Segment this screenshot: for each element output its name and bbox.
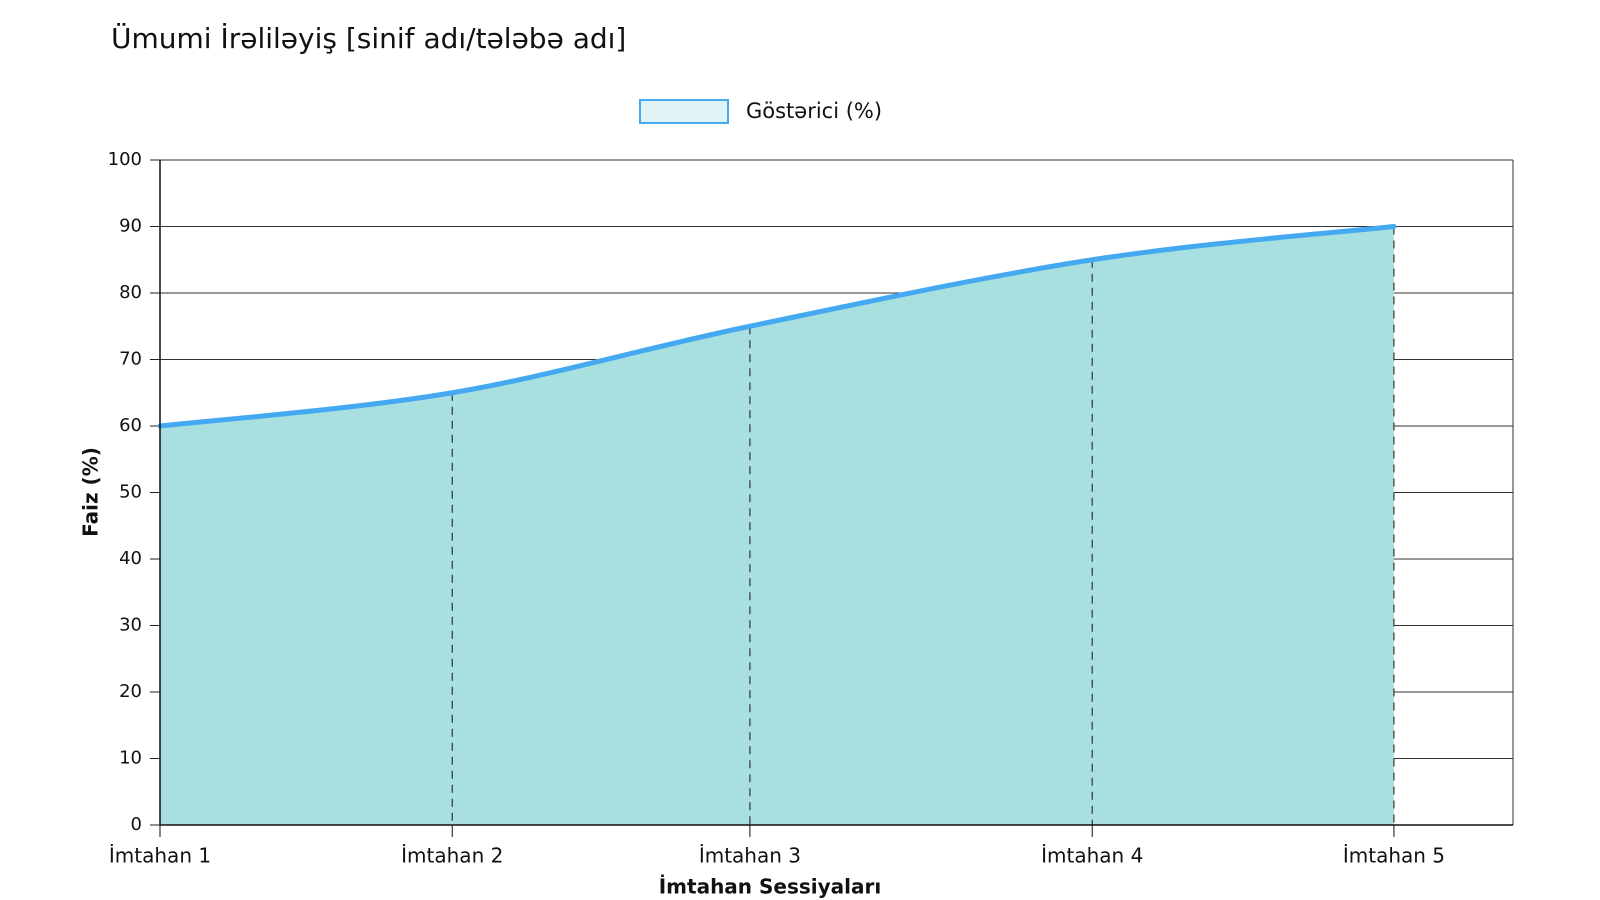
chart-title: Ümumi İrəliləyiş [sinif adı/tələbə adı] bbox=[111, 21, 626, 55]
x-tick-label: İmtahan 1 bbox=[109, 844, 211, 868]
y-tick-label: 50 bbox=[119, 482, 142, 503]
y-axis-title: Faiz (%) bbox=[79, 447, 103, 537]
x-tick-label: İmtahan 5 bbox=[1343, 844, 1445, 868]
x-tick-label: İmtahan 4 bbox=[1041, 844, 1143, 868]
y-tick-label: 0 bbox=[131, 814, 142, 835]
legend-label: Göstərici (%) bbox=[746, 99, 882, 123]
y-tick-label: 70 bbox=[119, 349, 142, 370]
x-tick-label: İmtahan 2 bbox=[401, 844, 503, 868]
area-fill bbox=[160, 226, 1394, 825]
y-tick-label: 30 bbox=[119, 615, 142, 636]
y-tick-label: 60 bbox=[119, 415, 142, 436]
y-tick-label: 20 bbox=[119, 681, 142, 702]
y-tick-label: 40 bbox=[119, 548, 142, 569]
y-tick-label: 90 bbox=[119, 216, 142, 237]
area-line bbox=[157, 224, 1397, 429]
y-tick-label: 80 bbox=[119, 282, 142, 303]
x-tick-label: İmtahan 3 bbox=[699, 844, 801, 868]
y-tick-label: 10 bbox=[119, 748, 142, 769]
legend-swatch bbox=[639, 99, 729, 124]
x-axis-title: İmtahan Sessiyaları bbox=[659, 875, 882, 899]
y-tick-label: 100 bbox=[108, 149, 142, 170]
